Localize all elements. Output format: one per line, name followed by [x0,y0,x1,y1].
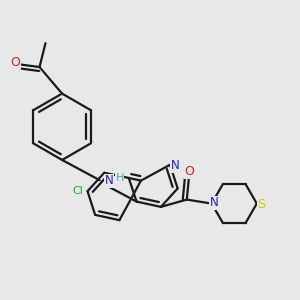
Text: N: N [210,196,219,209]
Text: Cl: Cl [72,186,83,196]
Text: N: N [105,174,113,188]
Text: N: N [171,159,180,172]
Text: S: S [257,198,266,211]
Text: H: H [116,173,124,183]
Text: O: O [10,56,20,69]
Text: O: O [184,165,194,178]
